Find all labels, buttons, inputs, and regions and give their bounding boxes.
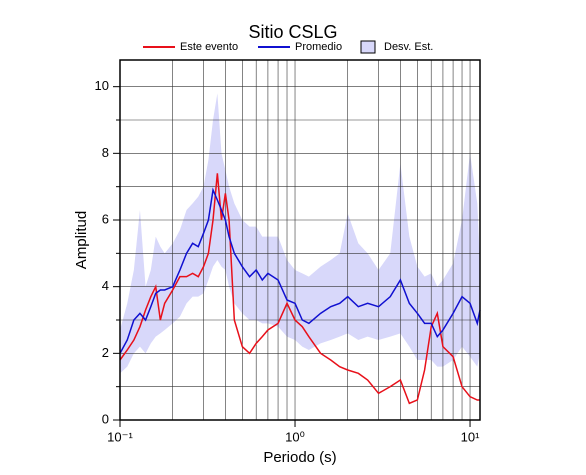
x-tick-label: 10¹ [461, 429, 480, 444]
x-tick-label: 10⁻¹ [107, 429, 133, 444]
legend-label: Promedio [295, 41, 342, 53]
y-tick-label: 4 [102, 278, 109, 293]
y-tick-label: 0 [102, 411, 109, 426]
legend-swatch [360, 40, 376, 54]
legend-label: Desv. Est. [384, 41, 433, 53]
std-band [120, 93, 480, 374]
y-tick-label: 10 [95, 78, 109, 93]
plot-frame [119, 59, 481, 421]
y-axis-label: Amplitud [73, 211, 90, 269]
y-tick-label: 6 [102, 211, 109, 226]
series-line [119, 173, 480, 405]
x-tick-label: 10⁰ [285, 429, 305, 444]
y-tick-label: 2 [102, 345, 109, 360]
legend-label: Este evento [180, 41, 238, 53]
chart-title: Sitio CSLG [248, 22, 337, 42]
x-axis-label: Periodo (s) [263, 449, 336, 466]
series-line [119, 187, 481, 354]
y-tick-label: 8 [102, 145, 109, 160]
